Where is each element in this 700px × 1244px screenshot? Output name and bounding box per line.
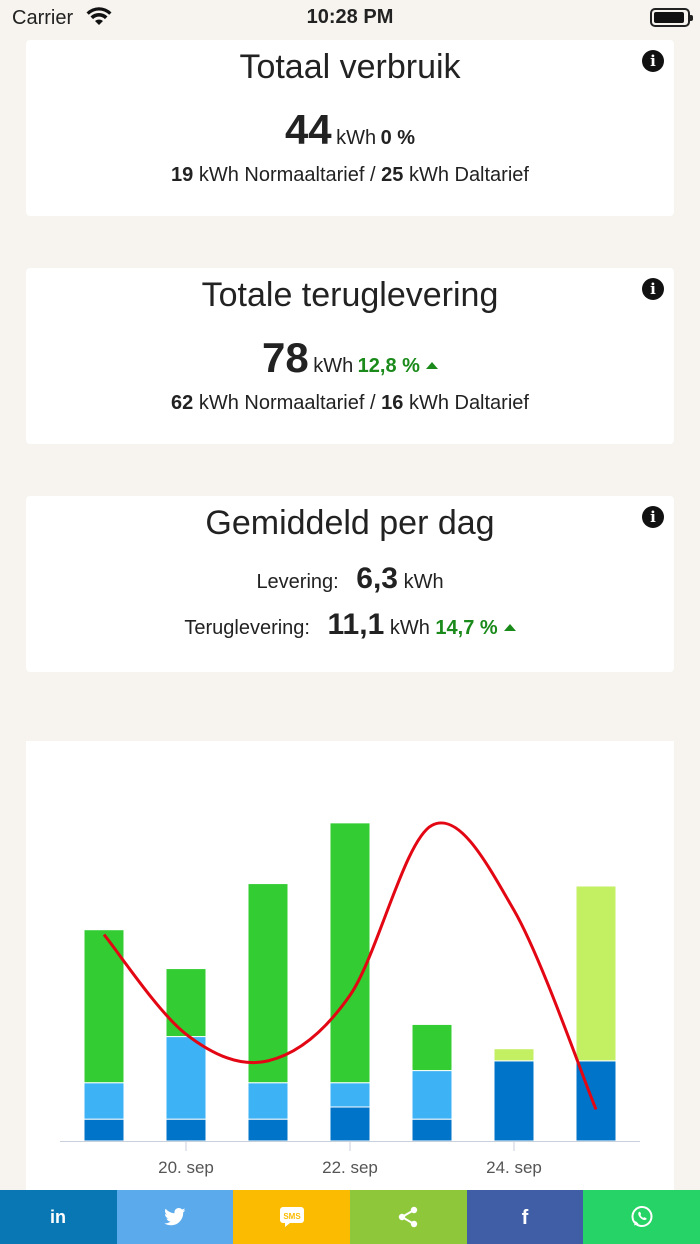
svg-text:in: in [50, 1207, 66, 1227]
average-return-label: Teruglevering: [184, 617, 310, 639]
share-sms-button[interactable]: SMS [233, 1190, 351, 1244]
energy-chart: 20. sep 22. sep 24. sep [26, 741, 674, 1201]
consumption-value: 44 [284, 106, 332, 153]
chart-bar-segment[interactable] [411, 1070, 453, 1120]
trend-up-icon [425, 362, 438, 369]
chart-bar-segment[interactable] [329, 1106, 371, 1142]
carrier-label: Carrier [12, 7, 74, 29]
x-axis-tick-label: 20. sep [158, 1158, 214, 1177]
info-icon[interactable]: i [642, 506, 664, 528]
clock: 10:28 PM [306, 6, 394, 28]
share-twitter-button[interactable] [116, 1190, 234, 1244]
consumption-separator: / [370, 164, 376, 186]
return-card: Totale teruglevering i 78 kWh 12,8 % 62 … [26, 268, 674, 444]
return-separator: / [370, 392, 376, 414]
chart-bar-segment[interactable] [575, 885, 617, 1062]
average-return-unit: kWh [389, 617, 430, 639]
whatsapp-icon [630, 1205, 654, 1229]
average-delivery-unit: kWh [403, 571, 444, 593]
battery-icon [650, 8, 693, 27]
return-low-value: 16 [381, 392, 404, 414]
chart-bar-segment[interactable] [165, 1036, 207, 1120]
trend-up-icon [503, 624, 516, 631]
average-return-change: 14,7 % [435, 617, 498, 639]
chart-bar-segment[interactable] [493, 1060, 535, 1142]
consumption-change: 0 % [380, 127, 416, 149]
consumption-low-value: 25 [381, 164, 404, 186]
return-change: 12,8 % [357, 355, 420, 377]
chart-bar-segment[interactable] [83, 1118, 125, 1142]
consumption-card: Totaal verbruik i 44 kWh 0 % 19 kWh Norm… [26, 40, 674, 216]
return-normal-value: 62 [171, 392, 194, 414]
info-icon[interactable]: i [642, 50, 664, 72]
share-linkedin-button[interactable]: in [0, 1190, 117, 1244]
chart-bar-segment[interactable] [411, 1118, 453, 1142]
chart-bar-segment[interactable] [247, 1118, 289, 1142]
twitter-icon [164, 1208, 186, 1226]
chart-bar-segment[interactable] [83, 1082, 125, 1120]
consumption-breakdown: 19 kWh Normaaltarief / 25 kWh Daltarief [26, 164, 674, 187]
share-bar: in SMS f [0, 1190, 700, 1244]
return-value: 78 [262, 334, 309, 381]
consumption-normal-value: 19 [171, 164, 194, 186]
return-title: Totale teruglevering [201, 276, 499, 314]
share-whatsapp-button[interactable] [583, 1190, 700, 1244]
share-facebook-button[interactable]: f [466, 1190, 584, 1244]
chart-bar-segment[interactable] [165, 968, 207, 1038]
share-share-button[interactable] [350, 1190, 467, 1244]
facebook-icon: f [515, 1206, 535, 1228]
chart-bar-segment[interactable] [329, 822, 371, 1084]
info-icon[interactable]: i [642, 278, 664, 300]
chart-line-series[interactable] [102, 821, 598, 1110]
average-delivery-row: Levering: 6,3 kWh [26, 562, 674, 596]
chart-bar-segment[interactable] [247, 883, 289, 1084]
return-total: 78 kWh 12,8 % [26, 334, 674, 382]
return-low-label: kWh Daltarief [408, 392, 529, 414]
chart-bar-segment[interactable] [247, 1082, 289, 1120]
linkedin-icon: in [46, 1207, 70, 1227]
chart-bar-segment[interactable] [411, 1023, 453, 1072]
consumption-title: Totaal verbruik [239, 48, 461, 86]
chart-svg: 20. sep 22. sep 24. sep [60, 821, 640, 1177]
sms-icon: SMS [279, 1206, 305, 1228]
return-breakdown: 62 kWh Normaaltarief / 16 kWh Daltarief [26, 392, 674, 415]
average-card: Gemiddeld per dag i Levering: 6,3 kWh Te… [26, 496, 674, 672]
consumption-normal-label: kWh Normaaltarief [198, 164, 365, 186]
svg-text:f: f [522, 1207, 529, 1228]
average-return-row: Teruglevering: 11,1 kWh 14,7 % [26, 608, 674, 642]
x-axis-tick-label: 24. sep [486, 1158, 542, 1177]
chart-bar-segment[interactable] [329, 1082, 371, 1108]
return-normal-label: kWh Normaaltarief [198, 392, 365, 414]
average-delivery-label: Levering: [256, 571, 339, 593]
consumption-total: 44 kWh 0 % [26, 106, 674, 154]
consumption-low-label: kWh Daltarief [408, 164, 529, 186]
status-bar: Carrier 10:28 PM [0, 0, 700, 36]
chart-bar-segment[interactable] [493, 1048, 535, 1062]
svg-text:SMS: SMS [283, 1212, 301, 1221]
average-delivery-value: 6,3 [356, 562, 398, 595]
wifi-icon [86, 7, 112, 25]
average-return-value: 11,1 [327, 608, 385, 641]
x-axis-tick-label: 22. sep [322, 1158, 378, 1177]
consumption-unit: kWh [336, 127, 377, 149]
chart-bar-segment[interactable] [165, 1118, 207, 1142]
return-unit: kWh [313, 355, 354, 377]
chart-bar-segment[interactable] [83, 929, 125, 1084]
share-icon [397, 1206, 419, 1228]
average-title: Gemiddeld per dag [205, 504, 495, 542]
